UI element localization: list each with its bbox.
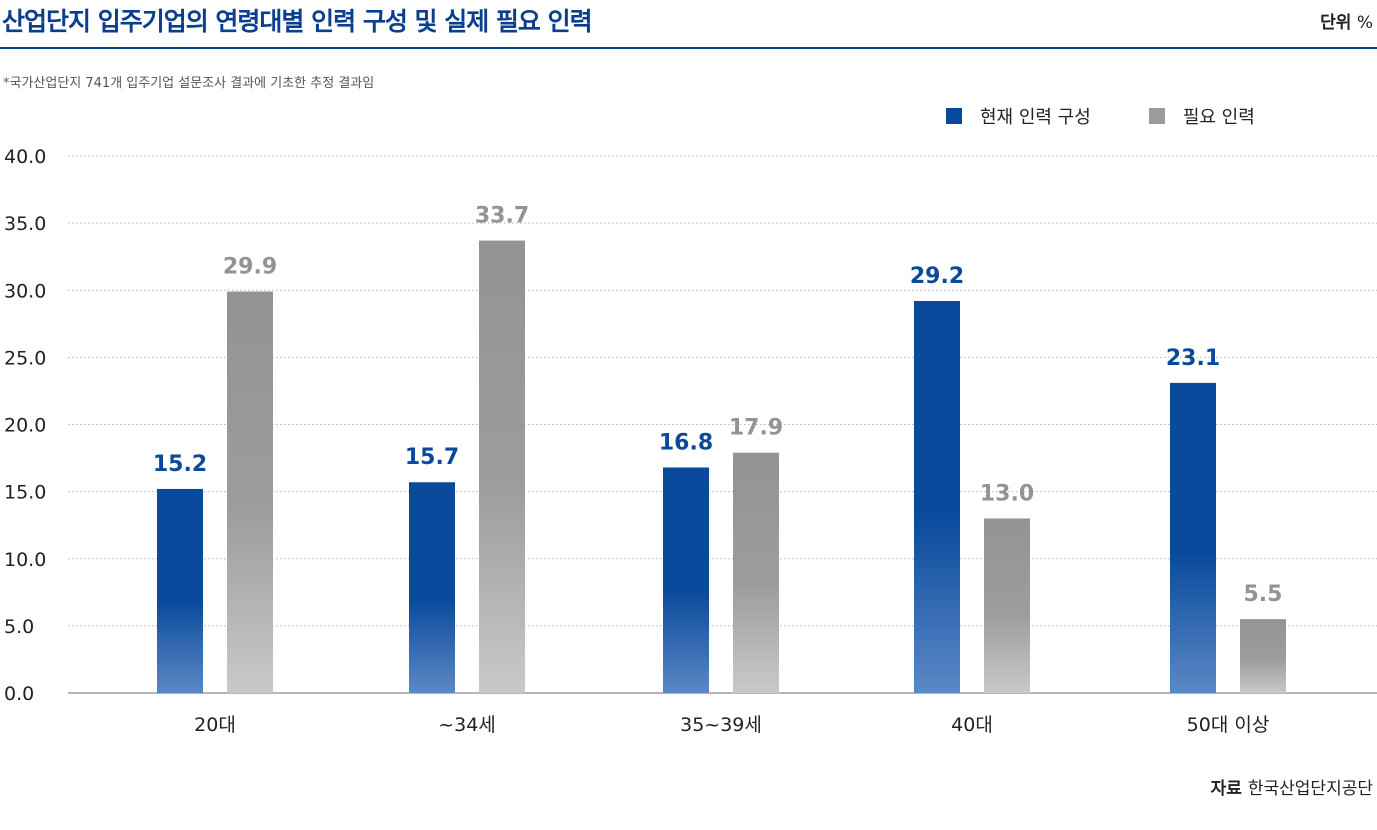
- data-label-current: 16.8: [659, 430, 713, 455]
- y-tick-label: 40.0: [4, 146, 46, 168]
- legend-label-required: 필요 인력: [1182, 107, 1255, 128]
- y-tick-label: 20.0: [4, 415, 46, 437]
- y-tick-label: 30.0: [4, 280, 46, 302]
- title-divider: [0, 47, 1377, 49]
- source-credit: 자료 한국산업단지공단: [1211, 774, 1373, 799]
- bar-required: [479, 240, 525, 693]
- y-tick-label: 15.0: [4, 482, 46, 504]
- x-tick-label: 35~39세: [680, 714, 762, 736]
- source-label: 자료: [1210, 779, 1242, 799]
- x-tick-label: 20대: [194, 714, 236, 736]
- data-label-current: 23.1: [1166, 346, 1220, 371]
- data-label-current: 15.7: [405, 445, 459, 470]
- data-label-current: 15.2: [153, 452, 207, 477]
- unit-label-text: 단위: [1320, 13, 1352, 33]
- bar-current: [914, 300, 960, 693]
- y-tick-label: 0.0: [4, 683, 34, 705]
- source-value: 한국산업단지공단: [1247, 779, 1373, 799]
- data-label-required: 33.7: [475, 204, 529, 229]
- grid-layer: [68, 155, 1377, 694]
- y-tick-label: 5.0: [4, 616, 34, 638]
- y-tick-label: 25.0: [4, 347, 46, 369]
- legend-swatch-required: [1148, 108, 1165, 124]
- bar-current: [663, 467, 709, 693]
- bar-current: [157, 488, 203, 693]
- legend-item-current: 현재 인력 구성: [946, 103, 1091, 129]
- bars-layer: [157, 240, 1286, 693]
- bar-required: [984, 518, 1030, 693]
- bar-required: [227, 291, 273, 693]
- bar-current: [409, 482, 455, 693]
- data-label-required: 13.0: [980, 481, 1034, 506]
- legend-label-current: 현재 인력 구성: [980, 107, 1091, 128]
- data-label-required: 29.9: [223, 255, 277, 280]
- unit-value: %: [1356, 13, 1373, 33]
- bar-required: [733, 452, 779, 693]
- x-tick-label: 50대 이상: [1187, 714, 1270, 736]
- chart-title: 산업단지 입주기업의 연령대별 인력 구성 및 실제 필요 인력: [2, 7, 593, 36]
- labels-layer: 0.0 5.0 10.0 15.0 20.0 25.0 30.0 35.0 40.0 15.2 29…: [4, 146, 1282, 736]
- legend-item-required: 필요 인력: [1148, 103, 1255, 129]
- footnote: *국가산업단지 741개 입주기업 설문조사 결과에 기초한 추정 결과임: [3, 76, 375, 91]
- legend: 현재 인력 구성 필요 인력: [946, 103, 1313, 129]
- unit-label: 단위 %: [1320, 8, 1373, 33]
- legend-swatch-current: [946, 108, 962, 124]
- y-tick-label: 35.0: [4, 213, 46, 235]
- x-tick-label: ~34세: [438, 714, 496, 736]
- data-label-current: 29.2: [910, 264, 964, 289]
- y-tick-label: 10.0: [4, 549, 46, 571]
- bar-current: [1170, 382, 1216, 693]
- data-label-required: 17.9: [729, 416, 783, 441]
- bar-required: [1240, 619, 1286, 693]
- data-label-required: 5.5: [1244, 582, 1283, 607]
- x-tick-label: 40대: [951, 714, 993, 736]
